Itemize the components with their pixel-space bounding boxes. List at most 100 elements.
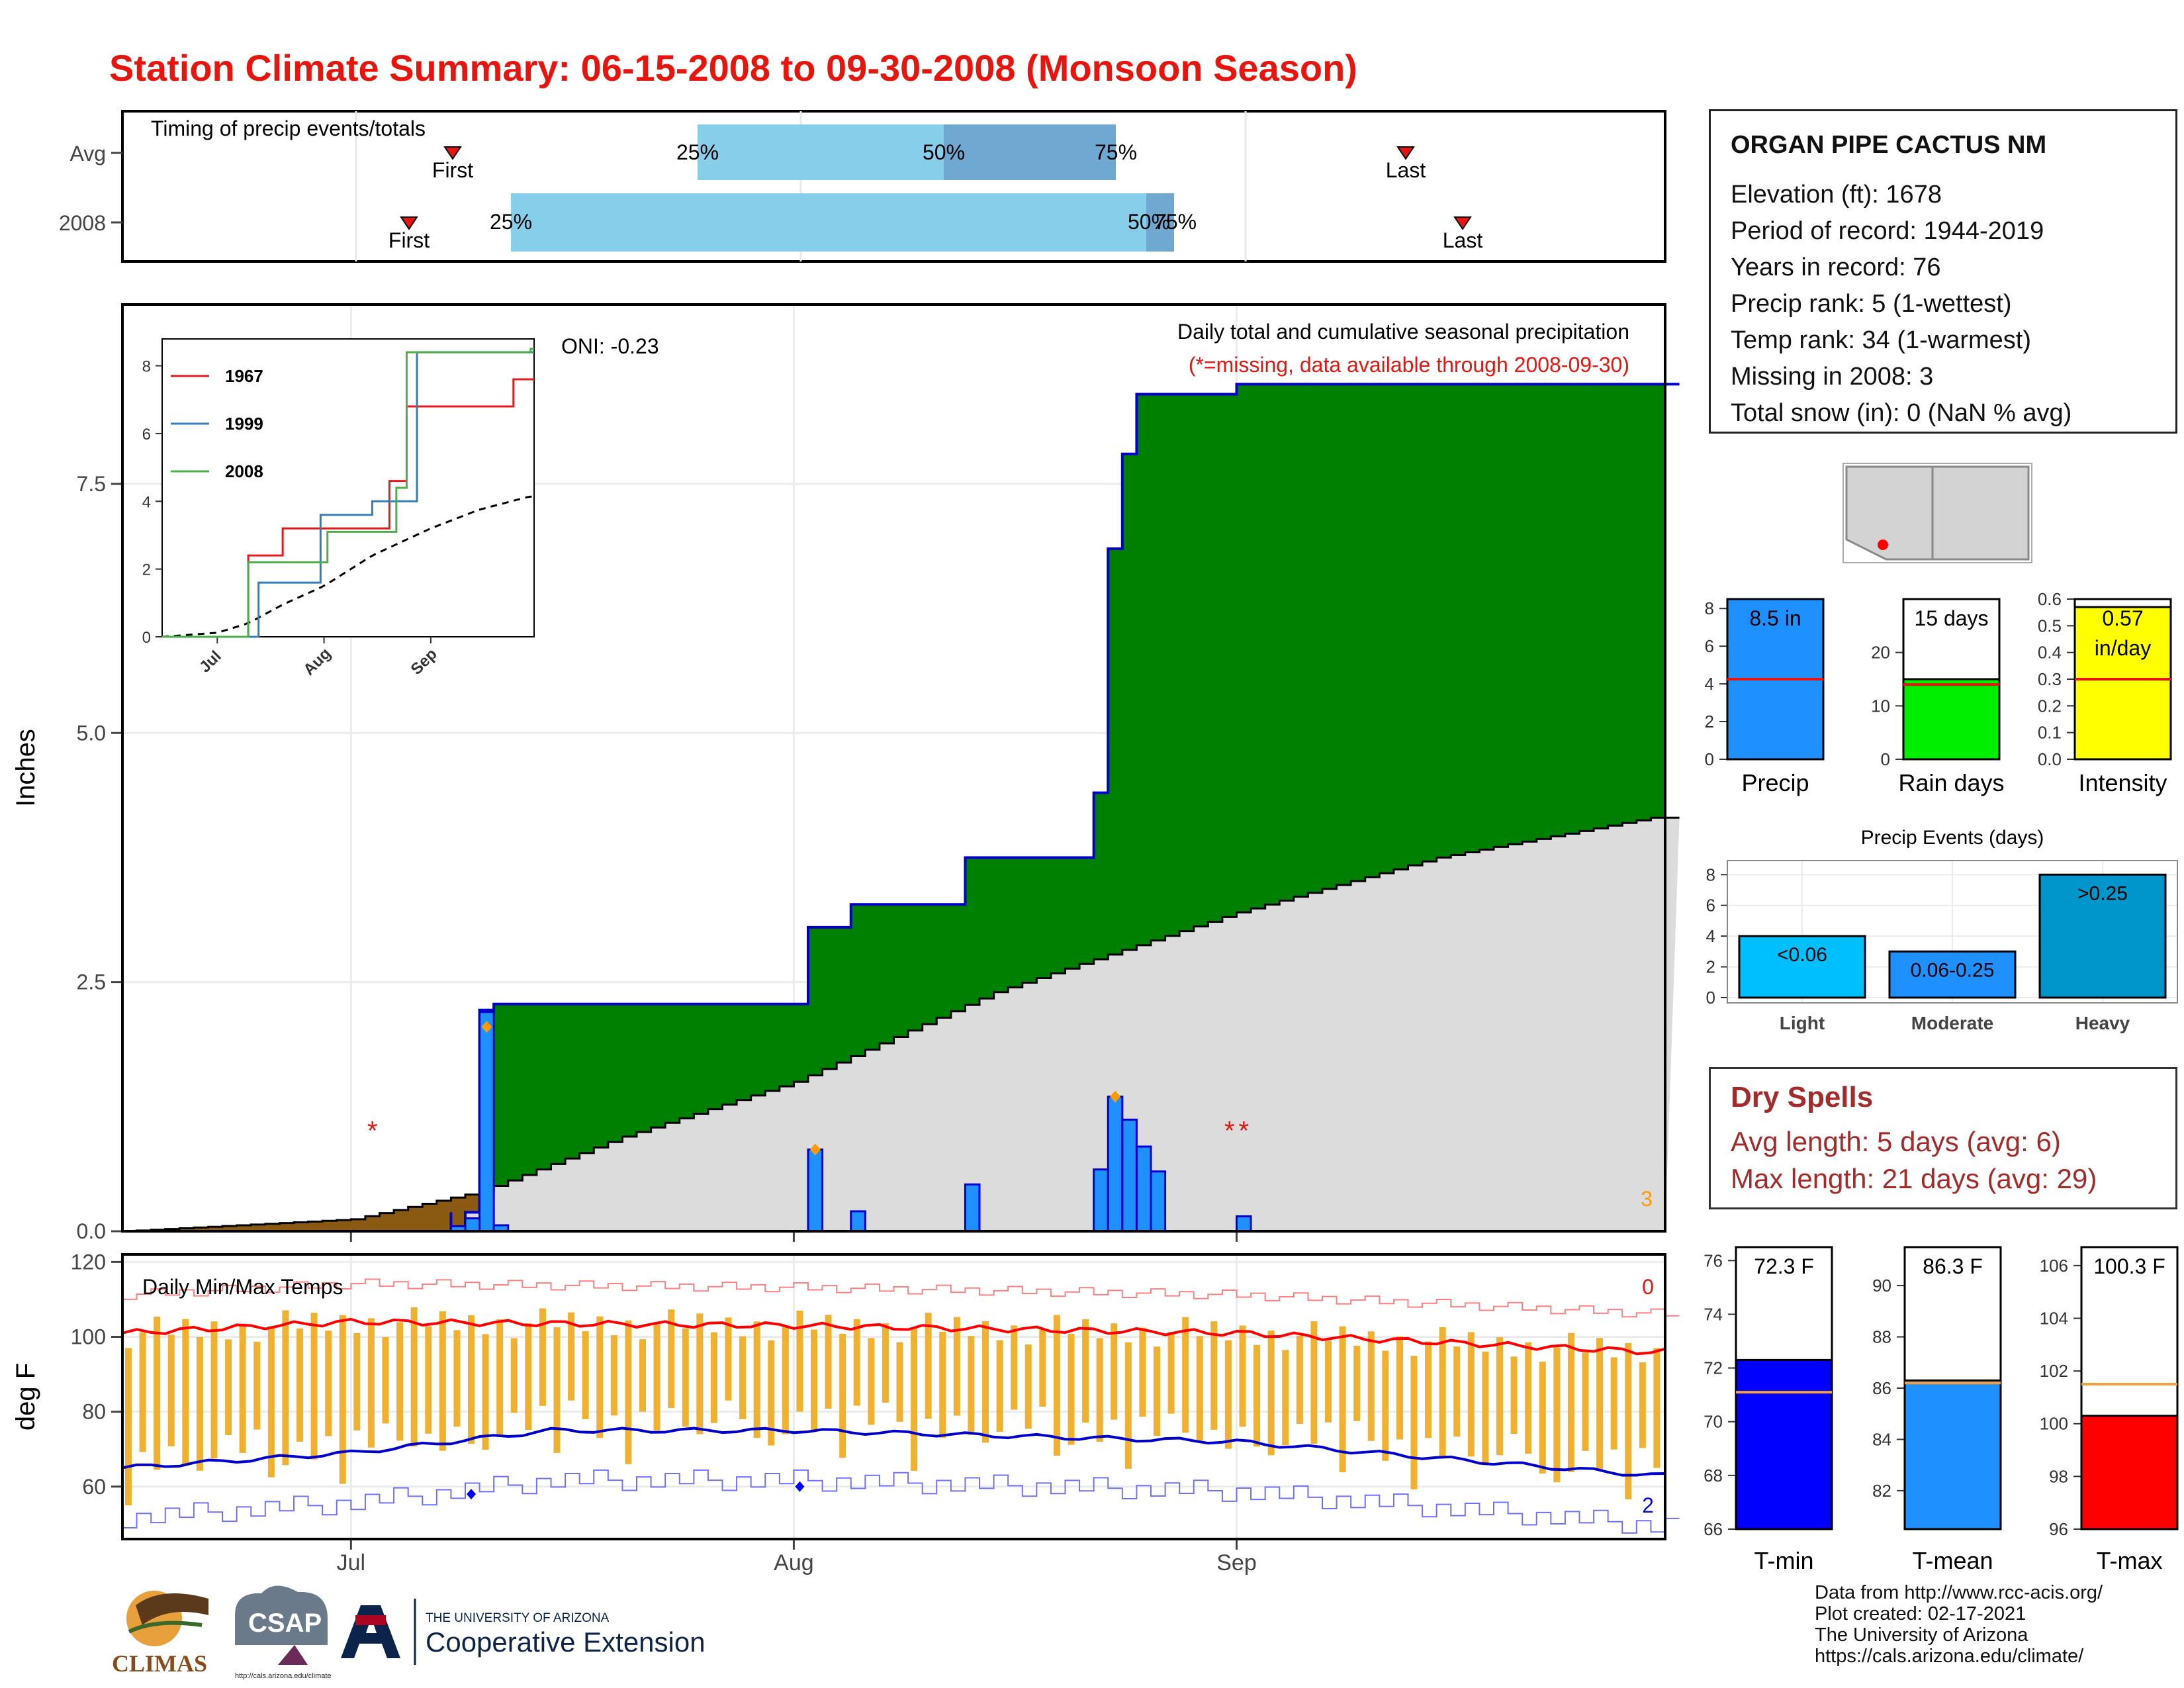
daily-temp-bar xyxy=(968,1336,975,1435)
daily-temp-bar xyxy=(996,1340,1003,1432)
deficit-area xyxy=(322,1221,338,1231)
daily-temp-bar xyxy=(1325,1340,1332,1423)
daily-temp-bar xyxy=(1282,1350,1289,1446)
daily-temp-bar xyxy=(196,1336,203,1471)
summary-bar-tick: 20 xyxy=(1871,643,1890,663)
temp-ytick: 100 xyxy=(71,1325,106,1348)
daily-temp-bar xyxy=(782,1325,789,1434)
summary-bar-tick: 0 xyxy=(1705,749,1714,769)
surplus-area xyxy=(1393,384,1408,870)
surplus-area xyxy=(694,1004,709,1114)
daily-precip-bar xyxy=(1236,1215,1252,1233)
temp-bar-tick: 104 xyxy=(2040,1308,2068,1328)
dry-spells-box: Dry Spells Avg length: 5 days (avg: 6) M… xyxy=(1709,1067,2177,1209)
deficit-area xyxy=(179,1228,195,1231)
surplus-area xyxy=(1536,384,1551,839)
deficit-area xyxy=(379,1213,394,1231)
deficit-area xyxy=(422,1203,437,1231)
2008-50-75-bar xyxy=(1146,193,1174,252)
surplus-area xyxy=(679,1004,694,1119)
surplus-area xyxy=(1151,394,1166,941)
temp-bar-tick: 84 xyxy=(1872,1429,1891,1449)
daily-temp-bar xyxy=(1539,1361,1546,1474)
daily-temp-bar xyxy=(839,1333,846,1458)
missing-count: 3 xyxy=(1641,1187,1653,1211)
daily-temp-bar xyxy=(1510,1356,1518,1434)
surplus-area xyxy=(1508,384,1523,845)
surplus-area xyxy=(622,1004,637,1137)
surplus-area xyxy=(1179,394,1195,931)
precip-panel: 0.02.55.07.5 * * * Daily total and cumulat… xyxy=(11,303,1680,1243)
temp-bar-tick: 90 xyxy=(1872,1276,1891,1295)
daily-temp-bar xyxy=(596,1316,604,1438)
csap-logo: CSAP http://cals.arizona.edu/climate xyxy=(235,1585,332,1680)
csap-url: http://cals.arizona.edu/climate xyxy=(235,1672,332,1680)
surplus-area xyxy=(808,927,823,1076)
avg-p25: 25% xyxy=(676,140,719,164)
daily-temp-bar xyxy=(668,1309,675,1408)
inset-ytick: 6 xyxy=(142,426,151,444)
surplus-area xyxy=(822,927,837,1069)
surplus-area xyxy=(1122,453,1137,950)
page-title: Station Climate Summary: 06-15-2008 to 0… xyxy=(109,47,1357,89)
deficit-area xyxy=(236,1225,251,1231)
summary-bar-value-unit: in/day xyxy=(2095,636,2151,660)
daily-temp-bar xyxy=(267,1326,275,1477)
temp-ytick: 80 xyxy=(82,1400,106,1424)
surplus-area xyxy=(950,904,966,1011)
surplus-area xyxy=(1308,384,1323,893)
footer-data-source: Data from http://www.rcc-acis.org/ xyxy=(1815,1582,2103,1603)
surplus-area xyxy=(565,1004,580,1159)
2008-p50: 50% xyxy=(1128,210,1170,234)
daily-temp-bar xyxy=(239,1323,246,1453)
record-marker xyxy=(481,1021,492,1033)
surplus-area xyxy=(1608,384,1623,826)
temp-bar-tick: 72 xyxy=(1704,1358,1723,1378)
surplus-area xyxy=(1651,384,1666,818)
avg-25-50-bar xyxy=(698,124,944,180)
daily-temp-bar xyxy=(482,1334,489,1450)
daily-precip-bar xyxy=(1135,1145,1152,1233)
deficit-area xyxy=(265,1223,280,1231)
surplus-area xyxy=(965,857,980,1006)
inset-ytick: 2 xyxy=(142,561,151,579)
daily-temp-bar xyxy=(1553,1347,1561,1483)
station-snow: Total snow (in): 0 (NaN % avg) xyxy=(1731,399,2072,427)
surplus-area xyxy=(794,1004,809,1082)
daily-temp-bar xyxy=(325,1331,332,1436)
daily-temp-bar xyxy=(1096,1338,1103,1442)
surplus-area xyxy=(651,1004,666,1128)
daily-precip-bar xyxy=(464,1217,481,1233)
daily-temp-bar xyxy=(539,1308,546,1406)
deficit-area xyxy=(279,1223,295,1231)
surplus-area xyxy=(1236,384,1251,913)
surplus-area xyxy=(1636,384,1651,821)
inset-legend-label: 1999 xyxy=(225,414,263,434)
daily-temp-bar xyxy=(1068,1334,1075,1445)
daily-temp-bar xyxy=(1625,1342,1632,1499)
daily-temp-bar xyxy=(382,1336,389,1424)
surplus-area xyxy=(665,1004,680,1123)
summary-bar-value-label: 8.5 in xyxy=(1749,606,1801,630)
summary-bar-tick: 0.3 xyxy=(2038,669,2062,689)
summary-bar-tick: 0.0 xyxy=(2038,749,2062,769)
deficit-area xyxy=(394,1209,409,1231)
temp-bar-value-label: 100.3 F xyxy=(2093,1254,2165,1278)
timing-row-avg: Avg xyxy=(69,142,106,165)
precip-caption: Daily total and cumulative seasonal prec… xyxy=(1177,320,1629,344)
surplus-area xyxy=(722,1004,737,1105)
surplus-area xyxy=(1594,384,1609,829)
surplus-area xyxy=(922,904,937,1025)
deficit-area xyxy=(408,1207,423,1231)
surplus-area xyxy=(1351,384,1366,881)
dry-spells-title: Dry Spells xyxy=(1731,1081,1874,1113)
daily-temp-bar xyxy=(896,1342,903,1422)
daily-temp-bar xyxy=(568,1312,575,1401)
temp-bar-tick: 106 xyxy=(2040,1256,2068,1276)
events-ytick: 6 xyxy=(1706,896,1715,915)
daily-temp-bar xyxy=(682,1328,689,1427)
daily-temp-bar xyxy=(1610,1357,1617,1450)
surplus-area xyxy=(1222,394,1237,917)
surplus-area xyxy=(979,857,995,999)
